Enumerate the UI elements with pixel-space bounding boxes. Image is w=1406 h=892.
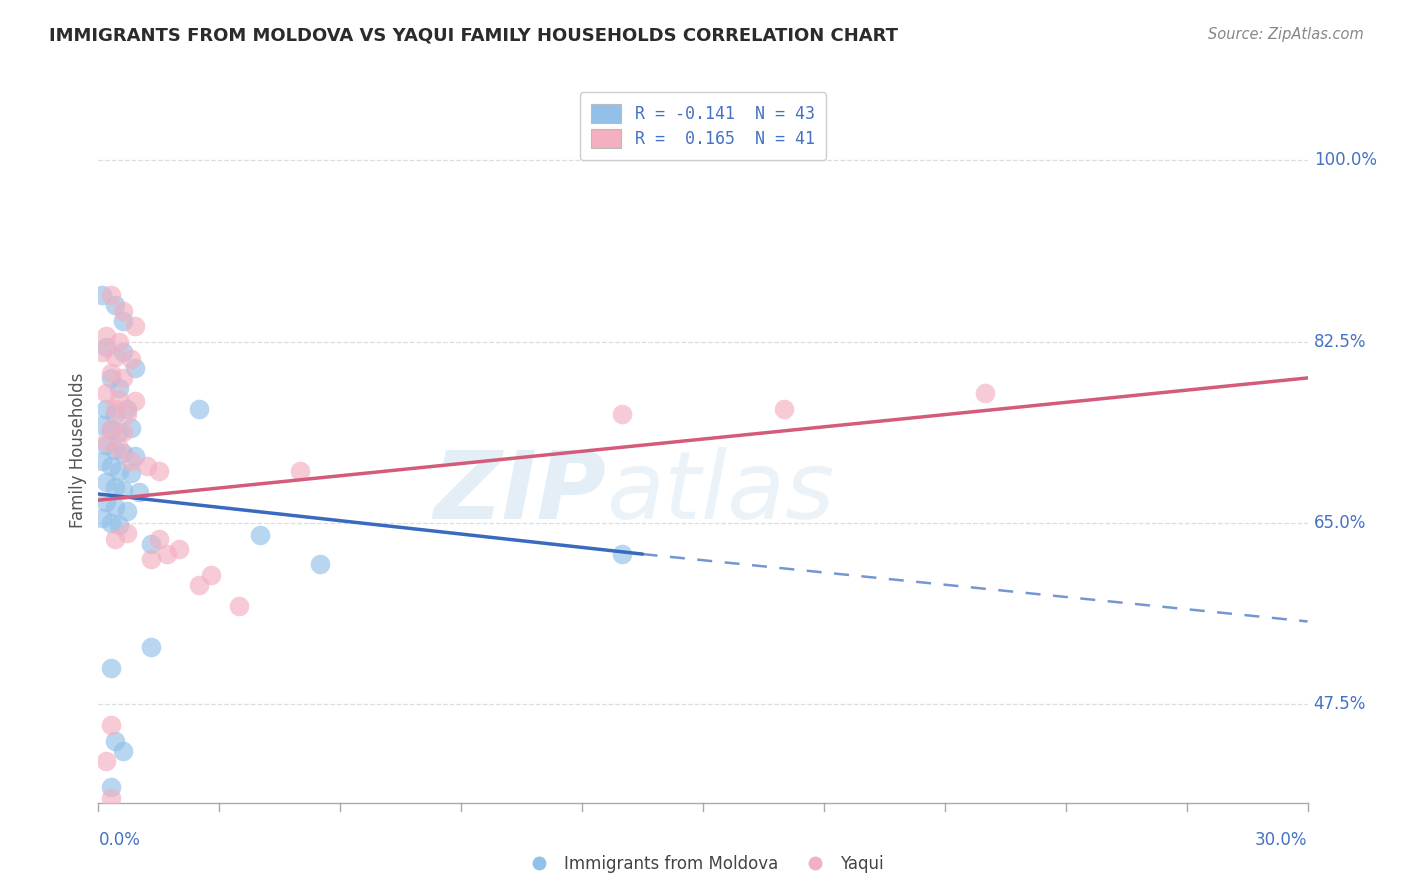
Point xyxy=(96,495,118,509)
Point xyxy=(120,454,142,468)
Point xyxy=(188,402,211,417)
Point xyxy=(115,526,138,541)
Point xyxy=(120,352,142,367)
Point xyxy=(139,537,162,551)
Text: ZIP: ZIP xyxy=(433,447,606,539)
Point xyxy=(107,392,129,406)
Point xyxy=(115,402,138,417)
Point xyxy=(120,420,142,434)
Legend: Immigrants from Moldova, Yaqui: Immigrants from Moldova, Yaqui xyxy=(516,848,890,880)
Point xyxy=(120,879,142,892)
Point xyxy=(107,442,129,456)
Y-axis label: Family Households: Family Households xyxy=(69,373,87,528)
Point xyxy=(91,454,114,468)
Point xyxy=(103,402,125,417)
Point xyxy=(167,541,190,556)
Text: Source: ZipAtlas.com: Source: ZipAtlas.com xyxy=(1208,27,1364,42)
Point xyxy=(103,500,125,515)
Point xyxy=(249,528,271,542)
Point xyxy=(139,552,162,566)
Text: IMMIGRANTS FROM MOLDOVA VS YAQUI FAMILY HOUSEHOLDS CORRELATION CHART: IMMIGRANTS FROM MOLDOVA VS YAQUI FAMILY … xyxy=(49,27,898,45)
Point xyxy=(100,661,122,675)
Point xyxy=(772,402,794,417)
Point xyxy=(96,340,118,354)
Point xyxy=(120,467,142,481)
Point xyxy=(111,425,134,439)
Point xyxy=(128,484,150,499)
Point xyxy=(228,599,250,613)
Point xyxy=(124,360,146,375)
Text: 100.0%: 100.0% xyxy=(1313,152,1376,169)
Point xyxy=(111,744,134,758)
Point xyxy=(100,371,122,385)
Point xyxy=(288,464,311,478)
Point xyxy=(91,511,114,525)
Point xyxy=(612,547,634,561)
Text: 65.0%: 65.0% xyxy=(1313,514,1367,532)
Point xyxy=(107,425,129,439)
Point xyxy=(156,547,179,561)
Point xyxy=(111,303,134,318)
Point xyxy=(91,288,114,302)
Point xyxy=(100,718,122,732)
Point xyxy=(100,458,122,473)
Point xyxy=(188,578,211,592)
Point xyxy=(100,790,122,805)
Point xyxy=(96,402,118,417)
Point xyxy=(96,435,118,450)
Point xyxy=(100,288,122,302)
Point xyxy=(91,345,114,359)
Point xyxy=(107,381,129,395)
Point xyxy=(100,420,122,434)
Legend: R = -0.141  N = 43, R =  0.165  N = 41: R = -0.141 N = 43, R = 0.165 N = 41 xyxy=(579,93,827,160)
Point xyxy=(96,475,118,489)
Point xyxy=(135,458,157,473)
Point xyxy=(103,298,125,312)
Text: 0.0%: 0.0% xyxy=(98,831,141,849)
Text: atlas: atlas xyxy=(606,447,835,538)
Point xyxy=(107,334,129,349)
Point xyxy=(103,350,125,364)
Text: 82.5%: 82.5% xyxy=(1313,333,1367,351)
Point xyxy=(249,871,271,885)
Point xyxy=(103,407,125,421)
Point xyxy=(107,464,129,478)
Point xyxy=(124,319,146,334)
Point xyxy=(96,386,118,401)
Point xyxy=(115,407,138,421)
Point xyxy=(100,423,122,437)
Point xyxy=(148,464,170,478)
Point xyxy=(115,503,138,517)
Point xyxy=(103,443,125,458)
Point xyxy=(974,386,997,401)
Point xyxy=(96,329,118,343)
Point xyxy=(309,558,332,572)
Point xyxy=(612,407,634,421)
Point xyxy=(124,393,146,408)
Point xyxy=(100,516,122,530)
Point xyxy=(91,417,114,432)
Point xyxy=(200,567,222,582)
Point xyxy=(96,755,118,769)
Point xyxy=(273,868,295,882)
Point xyxy=(111,314,134,328)
Point xyxy=(148,532,170,546)
Text: 47.5%: 47.5% xyxy=(1313,696,1367,714)
Point xyxy=(107,518,129,533)
Point xyxy=(139,640,162,655)
Point xyxy=(96,438,118,452)
Point xyxy=(103,733,125,747)
Point xyxy=(100,780,122,795)
Point xyxy=(111,371,134,385)
Text: 30.0%: 30.0% xyxy=(1256,831,1308,849)
Point xyxy=(103,480,125,494)
Point xyxy=(111,345,134,359)
Point xyxy=(124,449,146,463)
Point xyxy=(100,366,122,380)
Point xyxy=(103,532,125,546)
Point xyxy=(111,445,134,459)
Point xyxy=(111,483,134,497)
